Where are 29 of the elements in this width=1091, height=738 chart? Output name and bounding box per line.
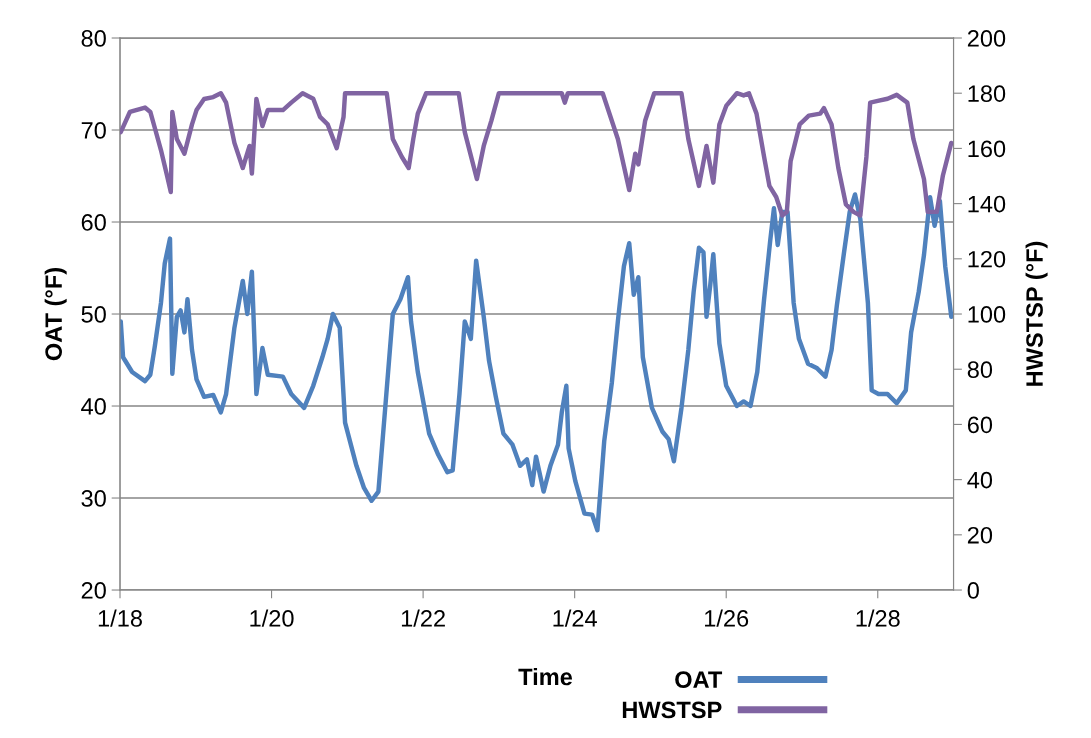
y2-tick-label: 180 bbox=[968, 85, 1006, 102]
y2-axis-title: HWSTSP (°F) bbox=[1025, 241, 1048, 386]
y-axis-title: OAT (°F) bbox=[44, 268, 67, 361]
y2-tick-label: 0 bbox=[967, 582, 979, 599]
x-tick-label: 1/24 bbox=[553, 609, 597, 627]
y-tick-label: 60 bbox=[81, 214, 106, 231]
x-tick-label: 1/22 bbox=[401, 609, 445, 627]
x-axis-title: Time bbox=[518, 667, 573, 686]
y-tick-label: 70 bbox=[81, 122, 106, 139]
y-tick-label: 40 bbox=[81, 398, 106, 415]
x-tick-label: 1/26 bbox=[705, 609, 749, 627]
y-tick-label: 80 bbox=[81, 30, 106, 47]
y2-tick-label: 120 bbox=[968, 250, 1006, 268]
y2-tick-label: 20 bbox=[967, 526, 993, 544]
y2-tick-label: 140 bbox=[968, 195, 1006, 213]
legend-label: OAT bbox=[675, 671, 723, 689]
y-tick-label: 30 bbox=[81, 490, 106, 507]
y2-tick-label: 200 bbox=[967, 30, 1006, 47]
y2-tick-label: 40 bbox=[967, 471, 993, 489]
legend-label: HWSTSP bbox=[622, 701, 722, 719]
y2-tick-label: 160 bbox=[968, 140, 1006, 158]
y2-tick-label: 60 bbox=[967, 416, 993, 434]
y2-tick-label: 80 bbox=[967, 361, 993, 379]
y-tick-label: 50 bbox=[81, 306, 106, 323]
x-tick-label: 1/28 bbox=[856, 609, 900, 627]
y2-tick-label: 100 bbox=[968, 306, 1006, 323]
x-tick-label: 1/20 bbox=[250, 609, 294, 627]
y-tick-label: 20 bbox=[81, 582, 106, 599]
x-tick-label: 1/18 bbox=[98, 609, 142, 627]
